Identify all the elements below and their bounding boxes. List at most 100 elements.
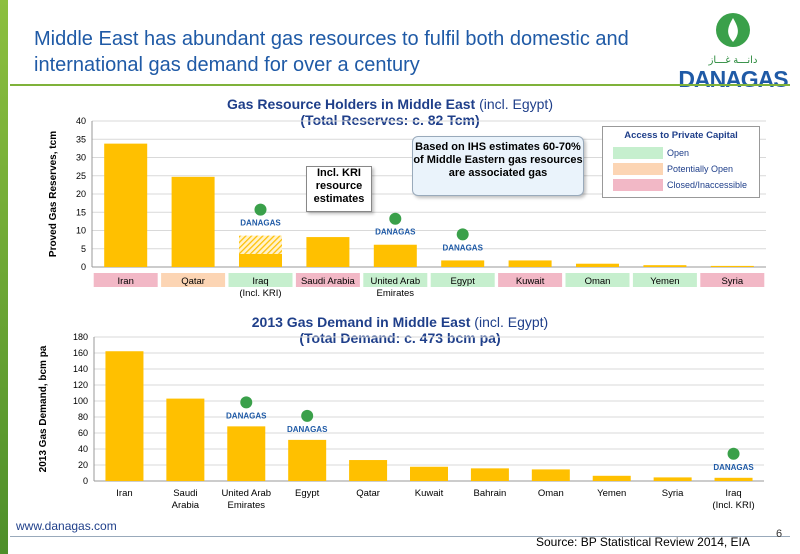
chart2-xtick-5: Kuwait: [415, 488, 444, 499]
chart2-xtick-10-line1: (Incl. KRI): [712, 500, 754, 511]
chart1-marker-drop-icon-5: [456, 228, 469, 241]
chart2-ytick-3: 60: [78, 428, 88, 438]
chart1-xtick-7: Oman: [585, 276, 611, 287]
chart1-marker-text-5: DANAGAS: [442, 243, 483, 252]
chart1-access-box-0: [93, 273, 158, 287]
chart1-xtick-0: Iran: [118, 276, 134, 287]
chart2-marker-drop-icon-3: [301, 409, 314, 422]
chart2-xtick-7: Oman: [538, 488, 564, 499]
danagas-logo: دانـــة غـــاز DANAGAS: [678, 10, 789, 92]
chart1-danagas-marker-5: DANAGAS: [442, 228, 484, 252]
legend-label-potentially-open: Potentially Open: [667, 164, 734, 174]
chart2-xtick-8: Yemen: [597, 488, 626, 499]
chart1-access-box-5: [430, 273, 495, 287]
chart2-marker-drop-icon-10: [727, 447, 740, 460]
chart2-danagas-marker-2: DANAGAS: [226, 396, 267, 420]
chart1-ytick-0: 0: [81, 262, 86, 272]
chart1-access-box-1: [161, 273, 226, 287]
chart1-bar-6: [508, 260, 552, 267]
chart1-bar-8: [643, 265, 687, 267]
chart2-marker-text-2: DANAGAS: [226, 411, 267, 420]
chart1-bar-9: [710, 265, 754, 267]
chart2-ylabel: 2013 Gas Demand, bcm pa: [38, 345, 49, 472]
chart2-ytick-1: 20: [78, 460, 88, 470]
chart1-danagas-marker-2: DANAGAS: [240, 203, 281, 228]
footer-url[interactable]: www.danagas.com: [16, 519, 117, 533]
chart1-access-box-9: [700, 273, 765, 287]
chart1-title: Gas Resource Holders in Middle East: [227, 96, 476, 112]
chart1-access-box-3: [295, 273, 360, 287]
chart2-ytick-7: 140: [73, 364, 88, 374]
legend-title: Access to Private Capital: [624, 130, 738, 141]
chart1-ytick-5: 25: [76, 171, 86, 181]
ihs-callout: Based on IHS estimates 60-70% of Middle …: [412, 136, 584, 196]
chart1-subtitle: (Total Reserves: c. 82 Tcm): [300, 112, 480, 128]
chart1-marker-text-2: DANAGAS: [240, 219, 281, 228]
chart1-title-block: Gas Resource Holders in Middle East (inc…: [150, 96, 630, 128]
chart1-xtick-8: Yemen: [650, 276, 679, 287]
chart1-access-box-6: [498, 273, 563, 287]
chart1-xtick-6: Kuwait: [516, 276, 545, 287]
chart1-bar-3: [306, 237, 350, 267]
legend-item-closed: Closed/Inaccessible: [613, 179, 753, 191]
page-number: 6: [776, 528, 783, 540]
chart1-ytick-3: 15: [76, 207, 86, 217]
chart1-bar-1: [171, 176, 215, 267]
chart2-ytick-5: 100: [73, 396, 88, 406]
chart1-access-box-2: [228, 273, 293, 287]
chart2-title: 2013 Gas Demand in Middle East: [251, 314, 471, 330]
chart1-xtick-3: Saudi Arabia: [301, 276, 356, 287]
slide-title: Middle East has abundant gas resources t…: [34, 28, 629, 76]
chart1-access-box-7: [565, 273, 630, 287]
logo-text: DANAGAS: [678, 66, 788, 92]
chart2-subtitle: (Total Demand: c. 473 bcm pa): [299, 330, 501, 346]
chart1-bar-7: [576, 263, 619, 267]
chart2-xtick-1: Saudi: [173, 488, 197, 499]
chart2-marker-text-3: DANAGAS: [287, 425, 328, 434]
chart1-xtick-1: Qatar: [181, 276, 205, 287]
chart2-bar-0: [105, 351, 144, 481]
chart2-ytick-2: 40: [78, 444, 88, 454]
chart2-bar-7: [531, 469, 570, 481]
chart2-bar-5: [410, 466, 448, 481]
legend-item-potentially-open: Potentially Open: [613, 163, 753, 175]
chart2-ytick-4: 80: [78, 412, 88, 422]
chart1-bar-2: [239, 253, 282, 267]
chart2-marker-drop-icon-2: [240, 396, 253, 409]
chart2-xtick-6: Bahrain: [474, 488, 507, 499]
source-note: Source: BP Statistical Review 2014, EIA: [536, 535, 750, 549]
chart1-marker-drop-icon-4: [389, 212, 402, 225]
access-legend: Access to Private Capital Open Potential…: [602, 126, 760, 198]
chart2-xtick-4: Qatar: [356, 488, 380, 499]
chart2-xtick-0: Iran: [116, 488, 132, 499]
chart2-bar-4: [349, 460, 388, 481]
chart2-xtick-2-line1: Emirates: [228, 500, 266, 511]
chart1-ytick-8: 40: [76, 116, 86, 126]
chart2-ytick-8: 160: [73, 348, 88, 358]
chart1-marker-drop-icon-2: [254, 203, 267, 216]
chart1-title-suffix: (incl. Egypt): [479, 96, 553, 112]
chart1-ytick-4: 20: [76, 189, 86, 199]
danagas-drop-icon: [716, 13, 750, 47]
chart1-xtick-2-line1: (Incl. KRI): [239, 288, 281, 299]
kri-callout: Incl. KRI resource estimates: [306, 166, 372, 212]
chart1-xtick-4: United Arab: [370, 276, 420, 287]
chart2-title-suffix: (incl. Egypt): [474, 314, 549, 330]
chart2-bar-8: [592, 475, 631, 481]
chart2-xtick-10: Iraq: [725, 488, 741, 499]
legend-swatch-closed: [613, 179, 663, 191]
title-divider: [10, 84, 790, 86]
left-accent-bar: [0, 0, 8, 554]
chart1-xtick-5: Egypt: [451, 276, 476, 287]
chart2-xtick-1-line1: Arabia: [172, 500, 200, 511]
legend-swatch-potentially-open: [613, 163, 663, 175]
chart2-bar-3: [288, 439, 327, 481]
chart2-bar-1: [166, 398, 205, 481]
chart2-ytick-0: 0: [83, 476, 88, 486]
chart2-danagas-marker-3: DANAGAS: [287, 409, 328, 434]
chart1-bar-4: [373, 244, 417, 267]
logo-arabic: دانـــة غـــاز: [708, 55, 758, 66]
footer-divider: [10, 536, 790, 537]
chart1-bar-kri-2: [239, 235, 282, 254]
